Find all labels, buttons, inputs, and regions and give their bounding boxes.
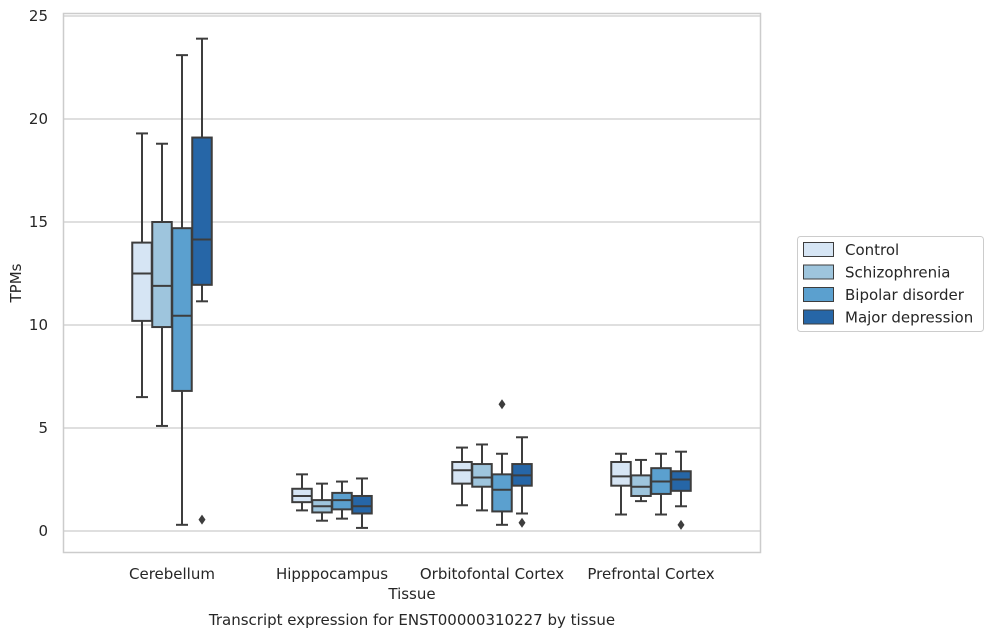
y-axis: 0 5 10 15 20 25 [29, 7, 48, 540]
box [511, 436, 533, 528]
box [650, 452, 672, 516]
y-tick-label: 20 [29, 110, 48, 128]
box-body [471, 463, 493, 488]
box-body [191, 136, 213, 286]
y-axis-label: TPMs [7, 263, 25, 303]
box [311, 482, 333, 522]
box [351, 477, 373, 529]
legend-label: Major depression [845, 309, 973, 327]
box-body [171, 227, 193, 392]
box [610, 452, 632, 516]
plot-area [62, 12, 762, 554]
outlier-point [498, 399, 506, 410]
y-tick-label: 15 [29, 213, 48, 231]
box-body [670, 470, 692, 492]
y-tick-label: 0 [38, 522, 48, 540]
outlier-point [518, 517, 526, 528]
box [171, 54, 193, 526]
legend-swatch [803, 264, 834, 280]
legend-label: Schizophrenia [845, 264, 950, 282]
box-body [151, 221, 173, 329]
chart-caption: Transcript expression for ENST0000031022… [208, 611, 615, 629]
box [131, 132, 153, 399]
box-body [610, 460, 632, 487]
box [191, 37, 213, 525]
x-tick-label: Cerebellum [129, 565, 215, 583]
box [331, 480, 353, 520]
box [451, 446, 473, 507]
y-tick-label: 10 [29, 316, 48, 334]
box [491, 399, 513, 526]
legend-label: Control [845, 241, 899, 259]
box [670, 450, 692, 530]
box-body [131, 241, 153, 322]
box-body [451, 460, 473, 485]
box [471, 443, 493, 512]
legend-frame [797, 236, 984, 332]
outlier-point [198, 514, 206, 525]
y-tick-label: 25 [29, 7, 48, 25]
box-body [491, 473, 513, 513]
outlier-point [677, 519, 685, 530]
legend: Control Schizophrenia Bipolar disorder Majo… [797, 236, 984, 332]
x-axis: Cerebellum Hipppocampus Orbitofontal Corte… [129, 565, 715, 583]
box [151, 142, 173, 427]
box [291, 473, 313, 512]
x-tick-label: Orbitofontal Cortex [420, 565, 564, 583]
box-body [331, 491, 353, 511]
legend-swatch [803, 287, 834, 302]
legend-swatch [803, 309, 834, 325]
x-axis-label: Tissue [387, 585, 435, 603]
legend-swatch [803, 242, 834, 257]
box [630, 458, 652, 503]
legend-label: Bipolar disorder [845, 286, 965, 304]
boxes [131, 37, 692, 530]
x-tick-label: Hipppocampus [276, 565, 388, 583]
box-body [630, 474, 652, 497]
box-body [351, 494, 373, 515]
y-tick-label: 5 [38, 419, 48, 437]
x-tick-label: Prefrontal Cortex [587, 565, 714, 583]
